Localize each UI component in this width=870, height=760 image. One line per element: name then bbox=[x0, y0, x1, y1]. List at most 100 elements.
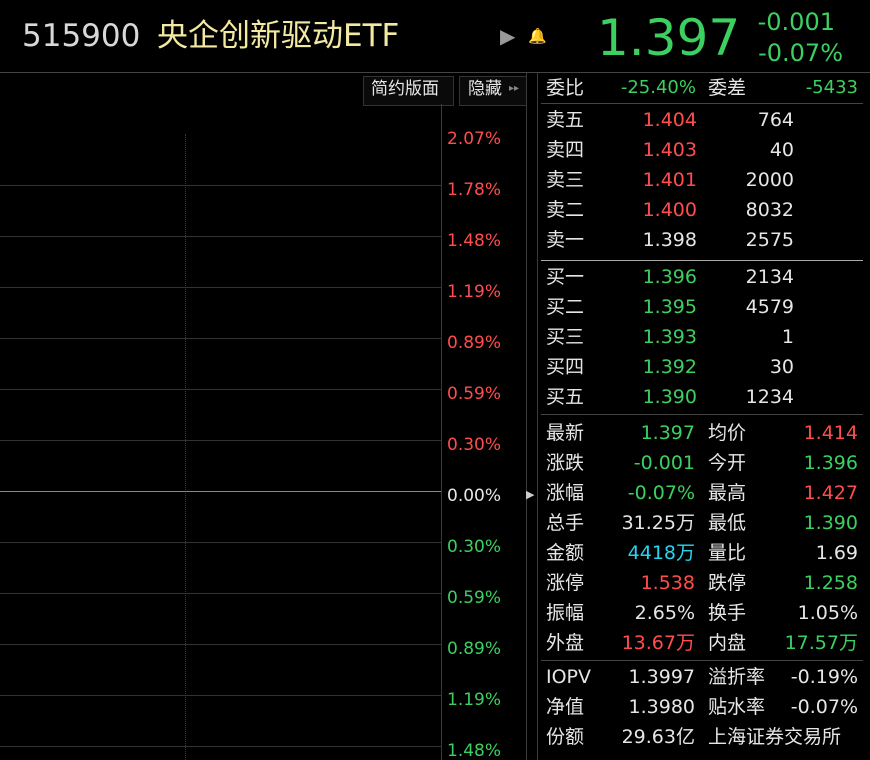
ask-volume: 764 bbox=[757, 109, 794, 131]
stat-value: 17.57万 bbox=[784, 632, 858, 654]
grid-line bbox=[0, 287, 441, 288]
stat-value: 1.3980 bbox=[628, 696, 695, 718]
bid-label: 买四 bbox=[546, 356, 585, 378]
ask-price: 1.398 bbox=[642, 229, 697, 251]
ask-price: 1.401 bbox=[642, 169, 697, 191]
grid-line bbox=[0, 491, 441, 492]
axis-label: 1.48% bbox=[447, 231, 502, 251]
layout-button-label[interactable]: 简约版面 bbox=[371, 79, 439, 99]
hide-button-label[interactable]: 隐藏 bbox=[468, 79, 502, 99]
stock-name: 央企创新驱动ETF bbox=[157, 18, 400, 54]
grid-line bbox=[0, 746, 441, 747]
panel-divider bbox=[537, 73, 538, 760]
bid-volume: 2134 bbox=[745, 266, 794, 288]
grid-line bbox=[0, 644, 441, 645]
ask-volume: 2575 bbox=[745, 229, 794, 251]
axis-label: 0.00% bbox=[447, 486, 502, 506]
stat-label: 金额 bbox=[546, 542, 585, 564]
stat-value: -0.001 bbox=[633, 452, 695, 474]
ask-label: 卖二 bbox=[546, 199, 585, 221]
stat-label: 上海证券交易所 bbox=[708, 726, 842, 748]
stat-label: 份额 bbox=[546, 726, 585, 748]
grid-line bbox=[0, 542, 441, 543]
bid-label: 买一 bbox=[546, 266, 585, 288]
stat-label: 跌停 bbox=[708, 572, 747, 594]
stat-value: 2.65% bbox=[634, 602, 695, 624]
stat-label: 贴水率 bbox=[708, 696, 766, 718]
alert-bell[interactable]: 🔔 bbox=[528, 27, 547, 45]
collapse-arrow[interactable]: ▶ bbox=[526, 488, 535, 501]
ask-volume: 40 bbox=[769, 139, 794, 161]
stat-label: 最低 bbox=[708, 512, 747, 534]
bid-price: 1.395 bbox=[642, 296, 697, 318]
chart-vgrid bbox=[185, 134, 186, 760]
axis-label: 1.78% bbox=[447, 180, 502, 200]
ask-price: 1.403 bbox=[642, 139, 697, 161]
section-divider bbox=[541, 414, 863, 415]
stat-value: 1.69 bbox=[815, 542, 858, 564]
layout-button[interactable] bbox=[363, 76, 454, 106]
price-change-pct: -0.07% bbox=[758, 39, 843, 67]
section-divider bbox=[541, 660, 863, 661]
stat-value: 31.25万 bbox=[621, 512, 695, 534]
bid-price: 1.392 bbox=[642, 356, 697, 378]
axis-label: 0.59% bbox=[447, 588, 502, 608]
bid-label: 买三 bbox=[546, 326, 585, 348]
stat-value: -0.07% bbox=[627, 482, 695, 504]
summary-value: -5433 bbox=[805, 77, 858, 98]
ask-label: 卖四 bbox=[546, 139, 585, 161]
axis-label: 1.48% bbox=[447, 741, 502, 760]
axis-label: 0.89% bbox=[447, 333, 502, 353]
chart-border bbox=[441, 104, 442, 760]
bid-price: 1.393 bbox=[642, 326, 697, 348]
stat-value: 1.397 bbox=[640, 422, 695, 444]
stat-label: 涨停 bbox=[546, 572, 585, 594]
price-change: -0.001 bbox=[757, 8, 835, 36]
grid-line bbox=[0, 389, 441, 390]
summary-label: 委比 bbox=[546, 77, 585, 99]
ask-price: 1.400 bbox=[642, 199, 697, 221]
stat-value: -0.07% bbox=[790, 696, 858, 718]
grid-line bbox=[0, 338, 441, 339]
ask-price: 1.404 bbox=[642, 109, 697, 131]
bid-volume: 30 bbox=[769, 356, 794, 378]
stock-code: 515900 bbox=[22, 18, 141, 54]
stat-label: 溢折率 bbox=[708, 666, 766, 688]
ask-label: 卖五 bbox=[546, 109, 585, 131]
expand-arrow[interactable]: ▶ bbox=[500, 24, 516, 48]
stat-value: 1.3997 bbox=[628, 666, 695, 688]
axis-label: 1.19% bbox=[447, 690, 502, 710]
stat-label: 换手 bbox=[708, 602, 747, 624]
bid-label: 买二 bbox=[546, 296, 585, 318]
axis-label: 0.30% bbox=[447, 537, 502, 557]
section-divider bbox=[541, 103, 863, 104]
stat-value: 13.67万 bbox=[621, 632, 695, 654]
panel-divider bbox=[526, 73, 527, 760]
ask-label: 卖三 bbox=[546, 169, 585, 191]
stat-value: 1.05% bbox=[797, 602, 858, 624]
hide-button[interactable] bbox=[459, 76, 527, 106]
stat-label: 均价 bbox=[708, 422, 747, 444]
stat-label: 最高 bbox=[708, 482, 747, 504]
summary-label: 委差 bbox=[708, 77, 747, 99]
grid-line bbox=[0, 440, 441, 441]
axis-label: 1.19% bbox=[447, 282, 502, 302]
axis-label: 2.07% bbox=[447, 129, 502, 149]
stat-value: 4418万 bbox=[627, 542, 695, 564]
stat-label: 最新 bbox=[546, 422, 585, 444]
stat-label: 涨幅 bbox=[546, 482, 585, 504]
bid-volume: 1 bbox=[781, 326, 794, 348]
stat-value: 1.258 bbox=[803, 572, 858, 594]
axis-label: 0.89% bbox=[447, 639, 502, 659]
grid-line bbox=[0, 695, 441, 696]
stat-value: 1.390 bbox=[803, 512, 858, 534]
section-divider bbox=[541, 260, 863, 261]
last-price: 1.397 bbox=[597, 9, 741, 67]
axis-label: 0.30% bbox=[447, 435, 502, 455]
stat-label: 涨跌 bbox=[546, 452, 585, 474]
bid-price: 1.390 bbox=[642, 386, 697, 408]
stat-value: 29.63亿 bbox=[621, 726, 695, 748]
stat-value: 1.414 bbox=[803, 422, 858, 444]
stat-label: 振幅 bbox=[546, 602, 585, 624]
